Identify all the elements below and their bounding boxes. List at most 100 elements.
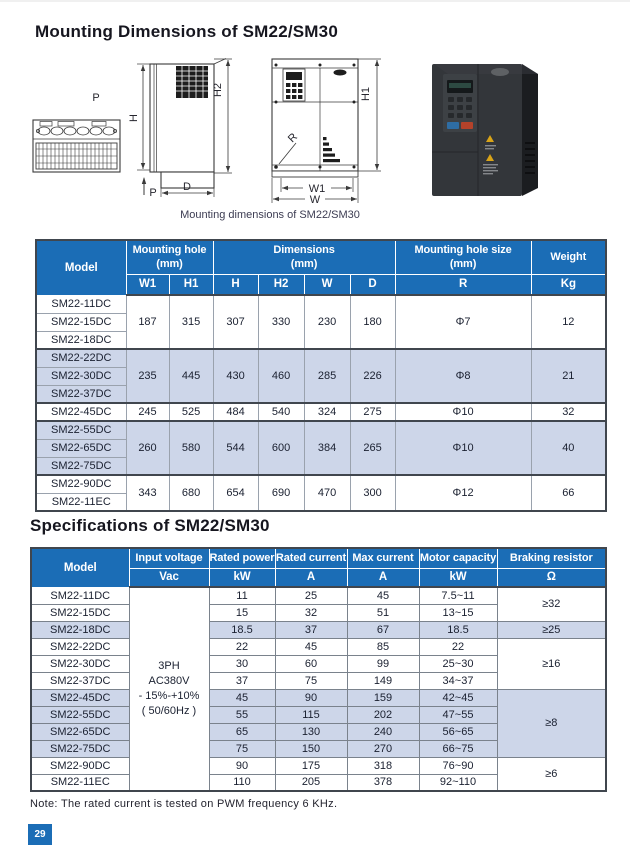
model-cell: SM22-37DC [30,671,130,690]
dim-w-cell: 285 [303,348,351,404]
dim-r-cell: Φ10 [394,402,532,422]
subheader-r: R [394,273,532,296]
dimensions-table-row: SM22-90DC 343 680 654 690 470 300 Φ12 66 [35,474,607,512]
col-header-mounting-hole: Mounting hole (mm) [125,239,214,275]
dim-d-cell: 265 [349,420,396,476]
section-title-specs: Specifications of SM22/SM30 [30,516,270,535]
dimensions-table-row: SM22-55DC 260 580 544 600 384 265 Φ10 40 [35,420,607,476]
motor-capacity-cell: 34~37 [418,671,498,690]
front-view-drawing: R W1 W H1 [271,58,381,206]
motor-capacity-cell: 76~90 [418,756,498,775]
spec-col-header-braking-resistor: Braking resistor [496,547,607,569]
label-p-arrow: P [149,187,156,199]
diagram-caption: Mounting dimensions of SM22/SM30 [180,209,360,221]
dim-h2-cell: 540 [257,402,305,422]
dim-h-cell: 307 [212,294,259,350]
dim-d-cell: 180 [349,294,396,350]
spec-table-row: SM22-90DC 90 175 318 76~90 ≥6 [30,756,607,792]
dim-r-cell: Φ12 [394,474,532,512]
spec-unit-a2: A [346,567,420,588]
max-current-cell: 240 [346,722,420,741]
rated-current-cell: 175 [274,756,348,775]
model-cell: SM22-18DC [30,620,130,639]
subheader-h1: H1 [168,273,214,296]
dim-kg-cell: 12 [530,294,607,350]
rated-power-cell: 18.5 [208,620,276,639]
motor-capacity-cell: 22 [418,637,498,656]
rated-current-cell: 60 [274,654,348,673]
motor-capacity-cell: 47~55 [418,705,498,724]
dimensions-table-row: SM22-22DC 235 445 430 460 285 226 Φ8 21 [35,348,607,404]
subheader-w1: W1 [125,273,170,296]
dim-w1-cell: 260 [125,420,170,476]
spec-col-header-input-voltage: Input voltage [128,547,210,569]
rated-power-cell: 37 [208,671,276,690]
rated-power-cell: 75 [208,739,276,758]
dim-w1-cell: 187 [125,294,170,350]
dim-kg-cell: 66 [530,474,607,512]
dim-kg-cell: 40 [530,420,607,476]
label-w1: W1 [309,183,326,195]
rated-power-cell: 45 [208,688,276,707]
model-cell: SM22-75DC [30,739,130,758]
rated-power-cell: 22 [208,637,276,656]
rated-current-cell: 25 [274,586,348,605]
dim-w-cell: 470 [303,474,351,512]
spec-unit-vac: Vac [128,567,210,588]
dimensions-table-row: SM22-11DC 187 315 307 330 230 180 Φ7 12 [35,294,607,350]
spec-unit-ohm: Ω [496,567,607,588]
label-h2: H2 [212,83,224,97]
dim-w1-cell: 235 [125,348,170,404]
dim-h2-cell: 690 [257,474,305,512]
model-cell: SM22-11EC [30,773,130,792]
model-cell: SM22-18DC [35,330,127,350]
dim-kg-cell: 21 [530,348,607,404]
col-header-weight: Weight [530,239,607,275]
dim-h2-cell: 330 [257,294,305,350]
model-cell: SM22-45DC [35,402,127,422]
spec-table-row: SM22-30DC 30 60 99 25~30 [30,654,606,673]
dim-h2-cell: 600 [257,420,305,476]
model-cell: SM22-11DC [30,586,130,605]
dim-d-cell: 300 [349,474,396,512]
max-current-cell: 67 [346,620,420,639]
subheader-d: D [349,273,396,296]
max-current-cell: 85 [346,637,420,656]
dim-w1-cell: 245 [125,402,170,422]
dim-w-cell: 384 [303,420,351,476]
col-header-hole-size: Mounting hole size (mm) [394,239,532,275]
max-current-cell: 99 [346,654,420,673]
dimensions-table-body: SM22-11DC 187 315 307 330 230 180 Φ7 12 SM22-15DC… [35,294,607,512]
dim-h1-cell: 680 [168,474,214,512]
rated-current-cell: 90 [274,688,348,707]
model-cell: SM22-11EC [35,492,127,512]
model-cell: SM22-45DC [30,688,130,707]
dimensions-table-row: SM22-30DC [35,366,606,386]
spec-col-header-model: Model [30,547,130,588]
motor-capacity-cell: 66~75 [418,739,498,758]
label-p-top: P [92,92,99,104]
spec-col-header-rated-power: Rated power [208,547,276,569]
motor-capacity-cell: 92~110 [418,773,498,792]
mounting-diagrams: P [32,58,538,206]
dimensions-table-row: SM22-18DC [35,330,606,350]
dim-d-cell: 275 [349,402,396,422]
label-h1: H1 [360,87,372,101]
max-current-cell: 45 [346,586,420,605]
dim-r-cell: Φ7 [394,294,532,350]
rated-power-cell: 65 [208,722,276,741]
model-cell: SM22-55DC [30,705,130,724]
braking-resistor-cell: ≥8 [496,688,607,758]
side-view-drawing: H H2 [128,58,232,199]
rated-current-cell: 32 [274,603,348,622]
spec-table-row: SM22-11EC 110 205 378 92~110 [30,773,606,792]
dim-h2-cell: 460 [257,348,305,404]
rated-power-cell: 90 [208,756,276,775]
dim-h1-cell: 445 [168,348,214,404]
braking-resistor-cell: ≥6 [496,756,607,792]
braking-resistor-cell: ≥25 [496,620,607,639]
dim-h-cell: 544 [212,420,259,476]
subheader-h2: H2 [257,273,305,296]
dim-h1-cell: 580 [168,420,214,476]
rated-current-cell: 115 [274,705,348,724]
